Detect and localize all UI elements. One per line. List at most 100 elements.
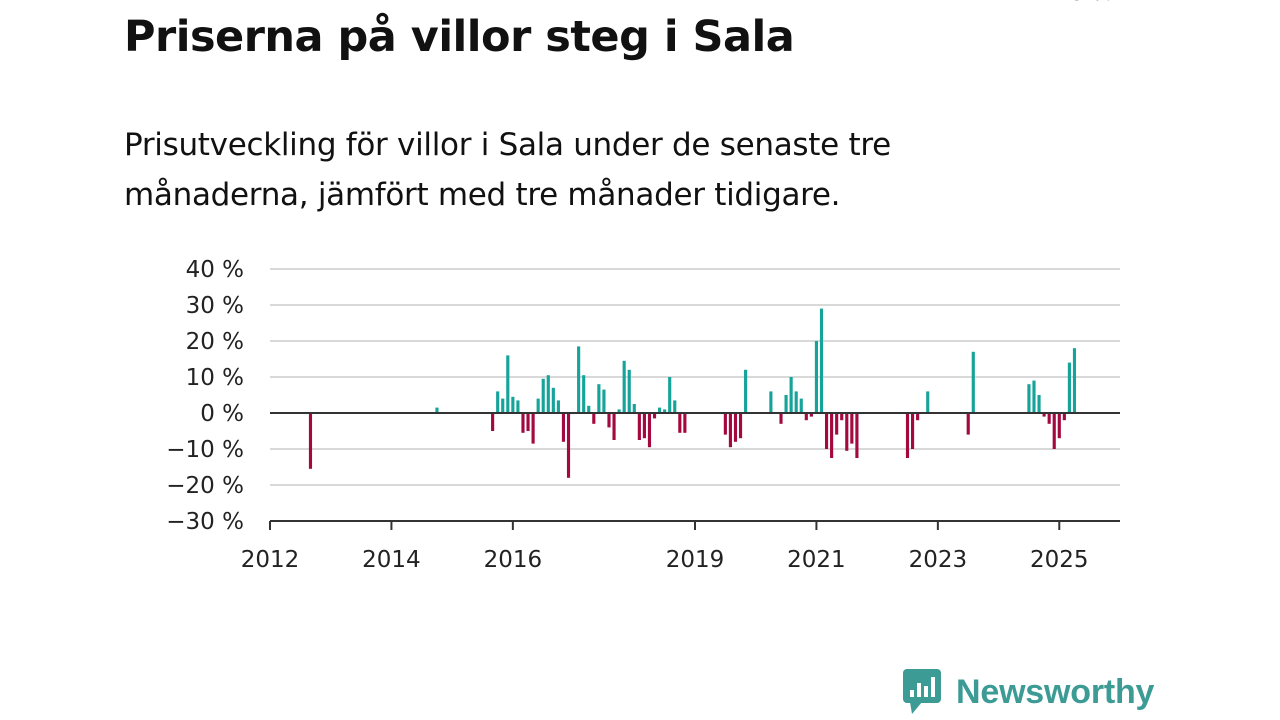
bar bbox=[592, 413, 596, 424]
bar bbox=[728, 413, 732, 448]
chart-subtitle: Prisutveckling för villor i Sala under d… bbox=[124, 127, 891, 213]
bar bbox=[632, 404, 636, 413]
bar bbox=[435, 407, 439, 413]
y-tick-label: 10 % bbox=[186, 365, 244, 391]
y-tick-label: 40 % bbox=[186, 257, 244, 283]
bar bbox=[516, 400, 520, 413]
bar bbox=[658, 407, 662, 413]
x-tick-label: 2014 bbox=[362, 547, 421, 573]
x-tick-label: 2021 bbox=[787, 547, 846, 573]
bar bbox=[647, 413, 652, 448]
bar bbox=[1067, 362, 1071, 413]
y-tick-label: 30 % bbox=[186, 293, 244, 319]
bar bbox=[824, 413, 829, 449]
y-tick-label: 0 % bbox=[200, 401, 244, 427]
bar bbox=[627, 369, 631, 413]
bar bbox=[501, 398, 505, 413]
bar bbox=[1037, 395, 1041, 413]
bar bbox=[784, 395, 788, 413]
bar bbox=[1072, 348, 1077, 413]
bar bbox=[794, 391, 798, 413]
x-tick-label: 2012 bbox=[241, 547, 300, 573]
bar bbox=[496, 391, 500, 413]
x-tick-label: 2023 bbox=[909, 547, 968, 573]
bar bbox=[926, 391, 930, 413]
bar bbox=[612, 413, 616, 440]
bar bbox=[971, 351, 975, 413]
bar bbox=[678, 413, 682, 433]
bar bbox=[541, 378, 545, 413]
bar bbox=[804, 413, 808, 421]
bar bbox=[566, 413, 571, 478]
bar bbox=[561, 413, 566, 442]
bar bbox=[840, 413, 844, 421]
bar bbox=[1062, 413, 1066, 421]
bar bbox=[546, 375, 550, 413]
bar bbox=[308, 413, 313, 469]
bar bbox=[526, 413, 530, 431]
y-tick-label: −20 % bbox=[166, 473, 244, 499]
bar-chart-speech-bubble-icon bbox=[903, 669, 941, 714]
bar bbox=[602, 389, 606, 413]
bar bbox=[779, 413, 783, 424]
bar bbox=[622, 360, 626, 413]
bar bbox=[617, 409, 621, 413]
annotations: 18 % bbox=[1055, 0, 1113, 6]
x-tick-label: 2025 bbox=[1030, 547, 1089, 573]
bar bbox=[738, 413, 743, 439]
bar bbox=[531, 413, 535, 444]
bar bbox=[582, 375, 586, 413]
bar bbox=[683, 413, 687, 433]
bar bbox=[607, 413, 611, 428]
bar bbox=[521, 413, 525, 433]
bar bbox=[652, 413, 657, 419]
bar bbox=[637, 413, 641, 440]
bar bbox=[506, 355, 510, 413]
y-axis-labels: −30 % −20 % −10 % 0 % 10 % 20 % 30 % 40 % bbox=[166, 257, 244, 535]
bar bbox=[845, 413, 849, 451]
bar bbox=[769, 391, 773, 413]
gridlines bbox=[270, 268, 1120, 486]
bar bbox=[556, 400, 560, 413]
bar bbox=[663, 409, 667, 413]
bar bbox=[916, 413, 920, 421]
brand-name: Newsworthy bbox=[956, 672, 1155, 711]
value-annotation: 18 % bbox=[1055, 0, 1113, 6]
bars bbox=[308, 308, 1077, 478]
bar bbox=[673, 400, 677, 413]
bar bbox=[1042, 413, 1046, 417]
bar-chart: −30 % −20 % −10 % 0 % 10 % 20 % 30 % 40 % 2012 2… bbox=[166, 0, 1120, 573]
bar bbox=[789, 377, 793, 413]
bar bbox=[835, 413, 839, 435]
bar bbox=[855, 413, 859, 458]
bar bbox=[744, 369, 748, 413]
bar bbox=[905, 413, 910, 458]
bar bbox=[910, 413, 915, 449]
x-axis: 2012 2014 2016 2019 2021 2023 2025 bbox=[241, 412, 1120, 573]
y-tick-label: −10 % bbox=[166, 437, 244, 463]
y-tick-label: 20 % bbox=[186, 329, 244, 355]
bar bbox=[491, 413, 495, 431]
chart-title: Priserna på villor steg i Sala bbox=[124, 12, 795, 62]
bar bbox=[577, 346, 581, 413]
y-tick-label: −30 % bbox=[166, 509, 244, 535]
bar bbox=[966, 413, 970, 435]
bar bbox=[511, 396, 515, 413]
bar bbox=[1052, 413, 1056, 449]
bar bbox=[536, 398, 540, 413]
bar bbox=[668, 377, 672, 413]
bar bbox=[1027, 384, 1031, 413]
bar bbox=[551, 387, 555, 413]
bar bbox=[597, 384, 601, 413]
bar bbox=[733, 413, 738, 442]
bar bbox=[723, 413, 727, 435]
bar bbox=[850, 413, 854, 444]
bar bbox=[819, 308, 824, 413]
bar bbox=[642, 413, 646, 439]
bar bbox=[809, 413, 813, 417]
bar bbox=[1047, 413, 1051, 424]
x-tick-label: 2016 bbox=[484, 547, 543, 573]
bar bbox=[587, 405, 591, 413]
bar bbox=[814, 341, 818, 413]
bar bbox=[830, 413, 834, 458]
